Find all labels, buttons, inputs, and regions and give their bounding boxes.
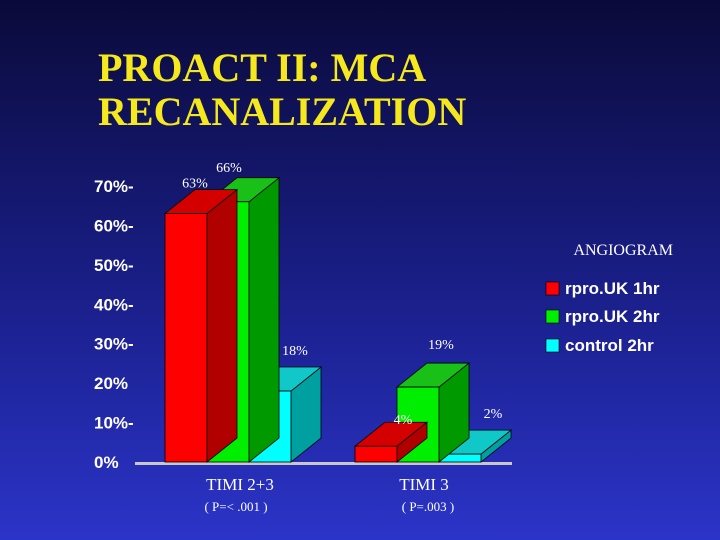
chart-title-line-2: RECANALIZATION (98, 89, 467, 134)
chart-title: PROACT II: MCA RECANALIZATION (98, 46, 658, 134)
y-tick-label: 40%- (94, 295, 134, 314)
data-label: 2% (484, 407, 503, 422)
category-note: ( P=.003 ) (402, 499, 454, 514)
legend-item: rpro.UK 2hr (545, 307, 660, 326)
bar-0-0 (163, 188, 239, 463)
y-tick-label: 30%- (94, 335, 134, 354)
data-label: 63% (182, 177, 208, 192)
legend-label: control 2hr (565, 336, 654, 355)
y-tick-label: 20% (94, 374, 128, 393)
y-tick-label: 50%- (94, 256, 134, 275)
angiogram-annotation: ANGIOGRAM (573, 242, 673, 259)
legend-label: rpro.UK 2hr (565, 307, 660, 326)
category-label: TIMI 2+3 (206, 475, 274, 494)
bar-front-face (354, 445, 398, 463)
legend-swatch (545, 338, 560, 353)
legend-swatch (545, 281, 560, 296)
y-tick-label: 70%- (94, 177, 134, 196)
y-tick-label: 60%- (94, 216, 134, 235)
chart-title-line-1: PROACT II: MCA (98, 45, 427, 90)
y-tick-label: 10%- (94, 414, 134, 433)
bar-side-face (248, 176, 280, 463)
data-labels: 63% 66% 18% 4% 19% 2% (182, 161, 503, 428)
y-tick-label: 0% (94, 453, 119, 472)
data-label: 66% (216, 161, 242, 176)
category-label: TIMI 3 (399, 475, 449, 494)
bar-side-face (206, 188, 238, 463)
category-labels: TIMI 2+3 ( P=< .001 ) TIMI 3 ( P=.003 ) (204, 475, 454, 514)
data-label: 19% (428, 338, 454, 353)
legend-swatch (545, 309, 560, 324)
data-label: 18% (282, 344, 308, 359)
x-axis-baseline (135, 462, 512, 465)
legend: rpro.UK 1hr rpro.UK 2hr control 2hr (545, 279, 660, 355)
bars (163, 176, 513, 463)
bar-1-0 (353, 421, 429, 463)
legend-label: rpro.UK 1hr (565, 279, 660, 298)
plot-floor (135, 462, 512, 465)
category-note: ( P=< .001 ) (204, 499, 267, 514)
legend-item: rpro.UK 1hr (545, 279, 660, 298)
bar-front-face (164, 213, 208, 463)
legend-item: control 2hr (545, 336, 654, 355)
data-label: 4% (394, 413, 413, 428)
y-axis-ticks: 0% 10%- 20% 30%- 40%- 50%- 60%- 70%- (94, 177, 134, 472)
